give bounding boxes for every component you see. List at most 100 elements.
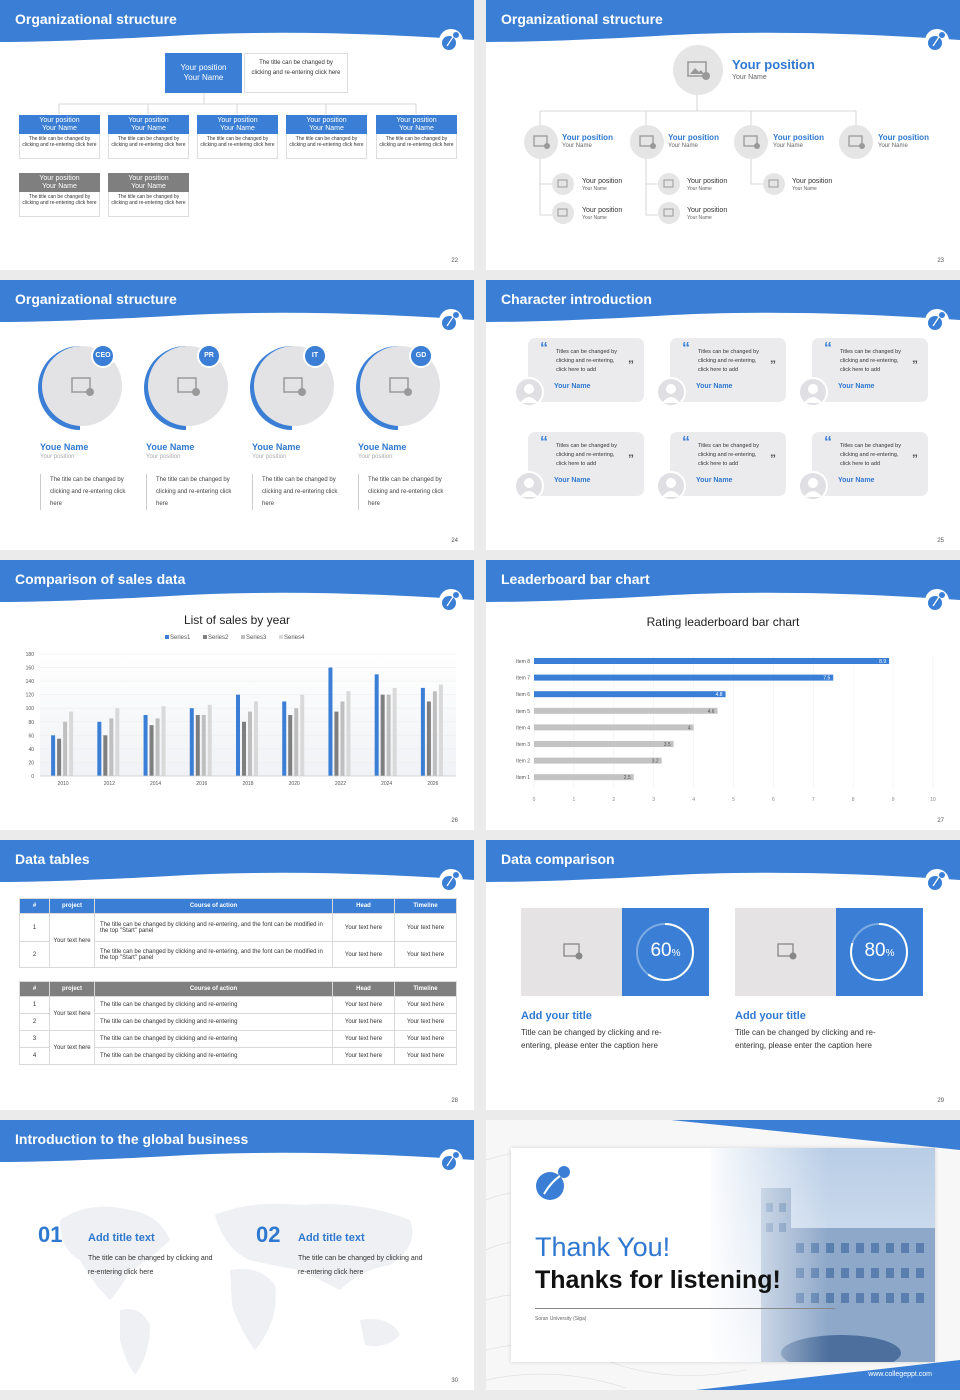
slide-title: Organizational structure <box>15 291 177 307</box>
close-quote-icon: ” <box>912 452 918 466</box>
quote-card: “ ” Titles can be changed by clicking and … <box>812 432 928 496</box>
progress-ring <box>850 923 908 981</box>
slide-25: Character introduction “ ” Titles can be c… <box>486 280 960 550</box>
logo-icon <box>439 309 463 333</box>
bar <box>534 741 674 747</box>
card-desc: The title can be changed by clicking and… <box>286 134 367 159</box>
close-quote-icon: ” <box>628 358 634 372</box>
card-name: Your Name <box>131 183 166 190</box>
quote-card: “ ” Titles can be changed by clicking and … <box>528 338 644 402</box>
pct-symbol: % <box>885 948 895 959</box>
card-name: Your Name <box>399 125 434 132</box>
thanks-heading: Thank You! <box>535 1232 671 1262</box>
slide-title: Organizational structure <box>15 11 177 27</box>
divider <box>535 1308 835 1309</box>
cell: 2 <box>19 941 50 968</box>
bar <box>155 718 160 776</box>
progress-ring <box>636 923 694 981</box>
card-desc: The title can be changed by clicking and… <box>197 134 278 159</box>
card-heading: Add your title <box>735 1010 806 1022</box>
x-tick-label: 2022 <box>335 781 346 787</box>
logo-icon <box>925 869 949 893</box>
percent-value: 60% <box>622 940 709 962</box>
data-label: 7.5 <box>823 676 830 682</box>
x-tick-label: 2 <box>612 797 615 803</box>
slide-31: Thank You! Thanks for listening! Soran U… <box>486 1120 960 1390</box>
sales-bar-chart: Series1 Series2 Series3 Series4 0 20 40 60 80 100… <box>26 635 456 787</box>
cell: The title can be changed by clicking and… <box>94 913 333 942</box>
x-tick-label: 7 <box>812 797 815 803</box>
pct-symbol: % <box>671 948 681 959</box>
person-card: IT Youe Name Your position The title can… <box>248 344 344 524</box>
logo-icon <box>439 29 463 53</box>
bar <box>392 687 397 776</box>
cell: Your text here <box>49 996 95 1031</box>
bar <box>300 694 305 776</box>
role-badge: IT <box>303 344 327 368</box>
close-quote-icon: ” <box>912 358 918 372</box>
mid-title: Your position <box>668 133 719 142</box>
card-title: Your position <box>128 175 169 182</box>
cell: Your text here <box>394 941 457 968</box>
col-header: Course of action <box>94 981 333 997</box>
slide-title: Comparison of sales data <box>15 571 186 587</box>
x-tick-label: 2018 <box>242 781 253 787</box>
legend-swatch <box>203 635 207 639</box>
data-label: 8.9 <box>879 659 886 665</box>
cell: Your text here <box>332 913 395 942</box>
role-badge: PR <box>197 344 221 368</box>
quote-card: “ ” Titles can be changed by clicking and … <box>812 338 928 402</box>
top-card-desc: The title can be changed by clicking and… <box>244 53 348 93</box>
col-header: # <box>19 898 50 914</box>
y-tick-label: Item 6 <box>516 692 530 698</box>
bar <box>328 667 333 776</box>
open-quote-icon: “ <box>824 340 832 357</box>
bar <box>420 687 425 776</box>
sub-title: Your position <box>582 178 623 185</box>
person-position: Your position <box>252 454 287 460</box>
x-tick-label: 2012 <box>104 781 115 787</box>
x-tick-label: 3 <box>652 797 655 803</box>
close-quote-icon: ” <box>628 452 634 466</box>
slide-header: Leaderboard bar chart <box>486 560 960 608</box>
bar <box>534 691 726 698</box>
page-number: 26 <box>451 818 458 824</box>
legend-label: Series1 <box>170 635 191 641</box>
org-card: Your position Your Name The title can be c… <box>19 173 100 217</box>
cell: Your text here <box>49 913 95 968</box>
bar <box>69 711 74 776</box>
feature-desc: The title can be changed by clicking and… <box>88 1255 213 1276</box>
close-quote-icon: ” <box>770 452 776 466</box>
cell: Your text here <box>394 913 457 942</box>
y-tick-label: 80 <box>28 720 34 726</box>
data-table-1: # project Course of action Head Timeline… <box>19 898 457 968</box>
mid-title: Your position <box>773 133 824 142</box>
bar <box>334 711 339 776</box>
bar <box>380 694 385 776</box>
bar <box>534 724 694 731</box>
cell: The title can be changed by clicking and… <box>94 996 333 1014</box>
card-name: Your Name <box>42 183 77 190</box>
school-name: Soran University (Siga) <box>535 1316 587 1322</box>
cell: Your text here <box>332 1013 395 1031</box>
col-header: project <box>49 898 95 914</box>
sub-avatar <box>552 202 574 224</box>
cell: Your text here <box>332 1030 395 1048</box>
col-header: Head <box>332 898 395 914</box>
cell: 1 <box>19 996 50 1014</box>
image-placeholder-icon <box>563 943 583 960</box>
card-desc: The title can be changed by clicking and… <box>108 134 189 159</box>
leaderboard-bar-chart: 0 1 2 3 4 5 6 7 8 9 10 Item 8 8.9 Item 7 7.5 Item 6 4.8 I… <box>516 656 936 803</box>
image-placeholder-icon <box>687 61 710 80</box>
university-logo-icon <box>536 1166 570 1200</box>
bar <box>103 735 108 776</box>
bar <box>386 694 391 776</box>
y-tick-label: 20 <box>28 760 34 766</box>
mid-avatar <box>630 125 664 159</box>
open-quote-icon: “ <box>540 340 548 357</box>
avatar-icon <box>798 471 828 501</box>
x-tick-label: 2010 <box>58 781 69 787</box>
cell: The title can be changed by clicking and… <box>94 1047 333 1065</box>
quote-author: Your Name <box>838 383 875 390</box>
bar <box>189 708 194 776</box>
